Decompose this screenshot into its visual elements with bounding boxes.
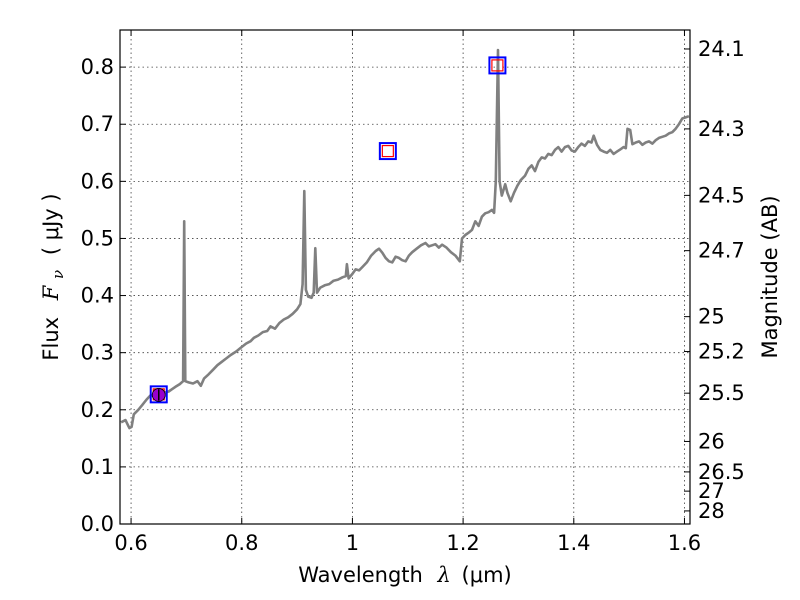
- model-photometry-box: [488, 56, 507, 75]
- magnitude-tick-label: 26: [698, 429, 725, 453]
- axis-ticks: 0.6 0.8 1 1.2 1.4 1.6 0.0 0.1 0.2 0.3 0.4 0.5 0.6 0.7…: [81, 30, 745, 555]
- magnitude-tick-label: 27: [698, 479, 725, 503]
- y-tick-label: 0.0: [81, 512, 114, 536]
- magnitude-tick-label: 24.7: [698, 239, 745, 263]
- x-tick-label: 1.2: [446, 531, 479, 555]
- magnitude-tick-label: 25.2: [698, 340, 745, 364]
- model-photometry-box: [378, 142, 397, 161]
- y-axis-subscript: ν: [49, 270, 67, 279]
- magnitude-tick-label: 25.5: [698, 381, 745, 405]
- spectrum-series: [120, 48, 690, 430]
- y-tick-label: 0.7: [81, 112, 114, 136]
- magnitude-tick-label: 26.5: [698, 460, 745, 484]
- y-tick-label: 0.6: [81, 169, 114, 193]
- x-tick-label: 1.4: [557, 531, 590, 555]
- y-tick-label: 0.1: [81, 455, 114, 479]
- x-axis-unit: (μm): [462, 563, 512, 587]
- model-photometry-box: [149, 385, 168, 404]
- y-tick-label: 0.2: [81, 398, 114, 422]
- model-photometry-inner: [491, 59, 504, 72]
- x-tick-label: 1.6: [668, 531, 701, 555]
- x-tick-label: 0.6: [114, 531, 147, 555]
- magnitude-tick-label: 24.1: [698, 37, 745, 61]
- magnitude-axis-title: Magnitude (AB): [758, 195, 782, 358]
- model-photometry-inner: [381, 144, 394, 158]
- x-tick-label: 1: [346, 531, 359, 555]
- y-axis-symbol: F: [39, 284, 63, 301]
- y-axis-title-text: Flux: [39, 317, 63, 361]
- plot-frame: [119, 29, 691, 525]
- x-tick-label: 0.8: [225, 531, 258, 555]
- y-tick-label: 0.8: [81, 55, 114, 79]
- magnitude-tick-label: 24.3: [698, 117, 745, 141]
- magnitude-tick-label: 24.5: [698, 183, 745, 207]
- x-axis-symbol: λ: [437, 563, 451, 587]
- photometry-markers: [149, 56, 507, 404]
- y-axis-title: Flux F ν ( μJy ): [39, 193, 68, 360]
- y-tick-label: 0.3: [81, 341, 114, 365]
- y-axis-unit: ( μJy ): [39, 193, 63, 255]
- y-tick-label: 0.5: [81, 226, 114, 250]
- magnitude-tick-label: 28: [698, 499, 725, 523]
- magnitude-tick-label: 25: [698, 305, 725, 329]
- y-tick-label: 0.4: [81, 284, 114, 308]
- spectrum-line: [120, 48, 690, 430]
- x-axis-title: Wavelength λ (μm): [298, 563, 511, 587]
- x-axis-title-text: Wavelength: [298, 563, 423, 587]
